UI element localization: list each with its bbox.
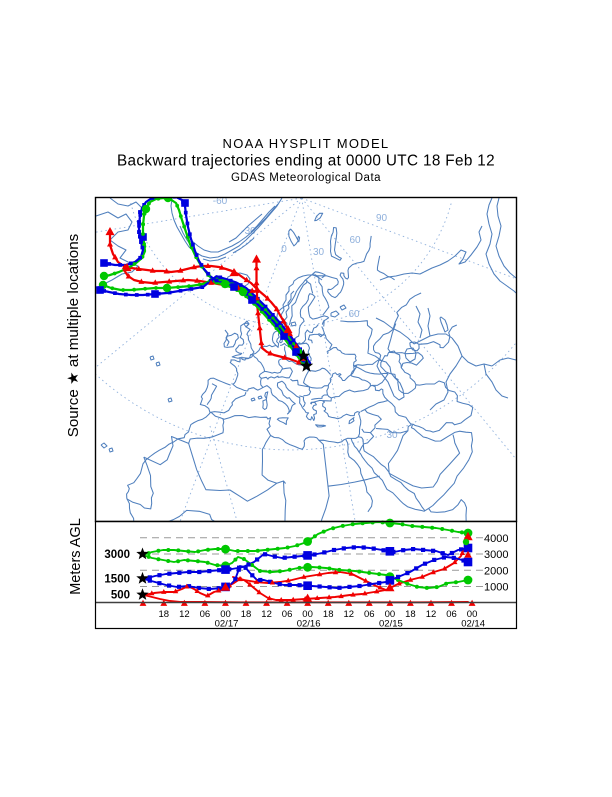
svg-text:60: 60 <box>349 235 361 246</box>
svg-text:12: 12 <box>261 609 272 620</box>
svg-text:90: 90 <box>376 213 388 224</box>
svg-text:12: 12 <box>344 609 355 620</box>
svg-text:-60: -60 <box>213 196 228 207</box>
svg-text:1000: 1000 <box>484 582 508 594</box>
svg-text:60: 60 <box>348 309 360 320</box>
svg-text:500: 500 <box>111 590 130 602</box>
svg-text:18: 18 <box>405 609 416 620</box>
svg-text:4000: 4000 <box>484 533 508 545</box>
svg-text:06: 06 <box>282 609 293 620</box>
svg-text:06: 06 <box>364 609 375 620</box>
svg-text:00: 00 <box>467 609 478 620</box>
svg-text:30: 30 <box>386 430 398 441</box>
svg-text:06: 06 <box>446 609 457 620</box>
svg-text:NOAA HYSPLIT MODEL: NOAA HYSPLIT MODEL <box>223 136 390 151</box>
svg-text:2000: 2000 <box>484 566 508 578</box>
svg-text:GDAS Meteorological Data: GDAS Meteorological Data <box>231 172 381 184</box>
svg-text:1500: 1500 <box>104 573 130 585</box>
svg-text:00: 00 <box>220 609 231 620</box>
svg-text:00: 00 <box>302 609 313 620</box>
svg-text:02/16: 02/16 <box>297 619 321 630</box>
svg-text:12: 12 <box>426 609 437 620</box>
svg-text:12: 12 <box>179 609 190 620</box>
svg-text:02/17: 02/17 <box>215 619 239 630</box>
svg-text:18: 18 <box>159 609 170 620</box>
svg-text:-30: -30 <box>241 226 256 237</box>
svg-text:Backward trajectories ending a: Backward trajectories ending at 0000 UTC… <box>117 153 495 170</box>
svg-text:18: 18 <box>241 609 252 620</box>
svg-text:02/14: 02/14 <box>461 619 485 630</box>
svg-text:18: 18 <box>323 609 334 620</box>
svg-text:02/15: 02/15 <box>379 619 403 630</box>
svg-text:3000: 3000 <box>104 549 130 561</box>
svg-text:06: 06 <box>200 609 211 620</box>
svg-text:30: 30 <box>313 247 325 258</box>
svg-text:Source ★ at multiple location: Source ★ at multiple locations <box>65 233 82 437</box>
svg-text:0: 0 <box>281 244 287 255</box>
svg-text:3000: 3000 <box>484 549 508 561</box>
svg-text:Meters AGL: Meters AGL <box>68 518 84 595</box>
svg-text:00: 00 <box>385 609 396 620</box>
